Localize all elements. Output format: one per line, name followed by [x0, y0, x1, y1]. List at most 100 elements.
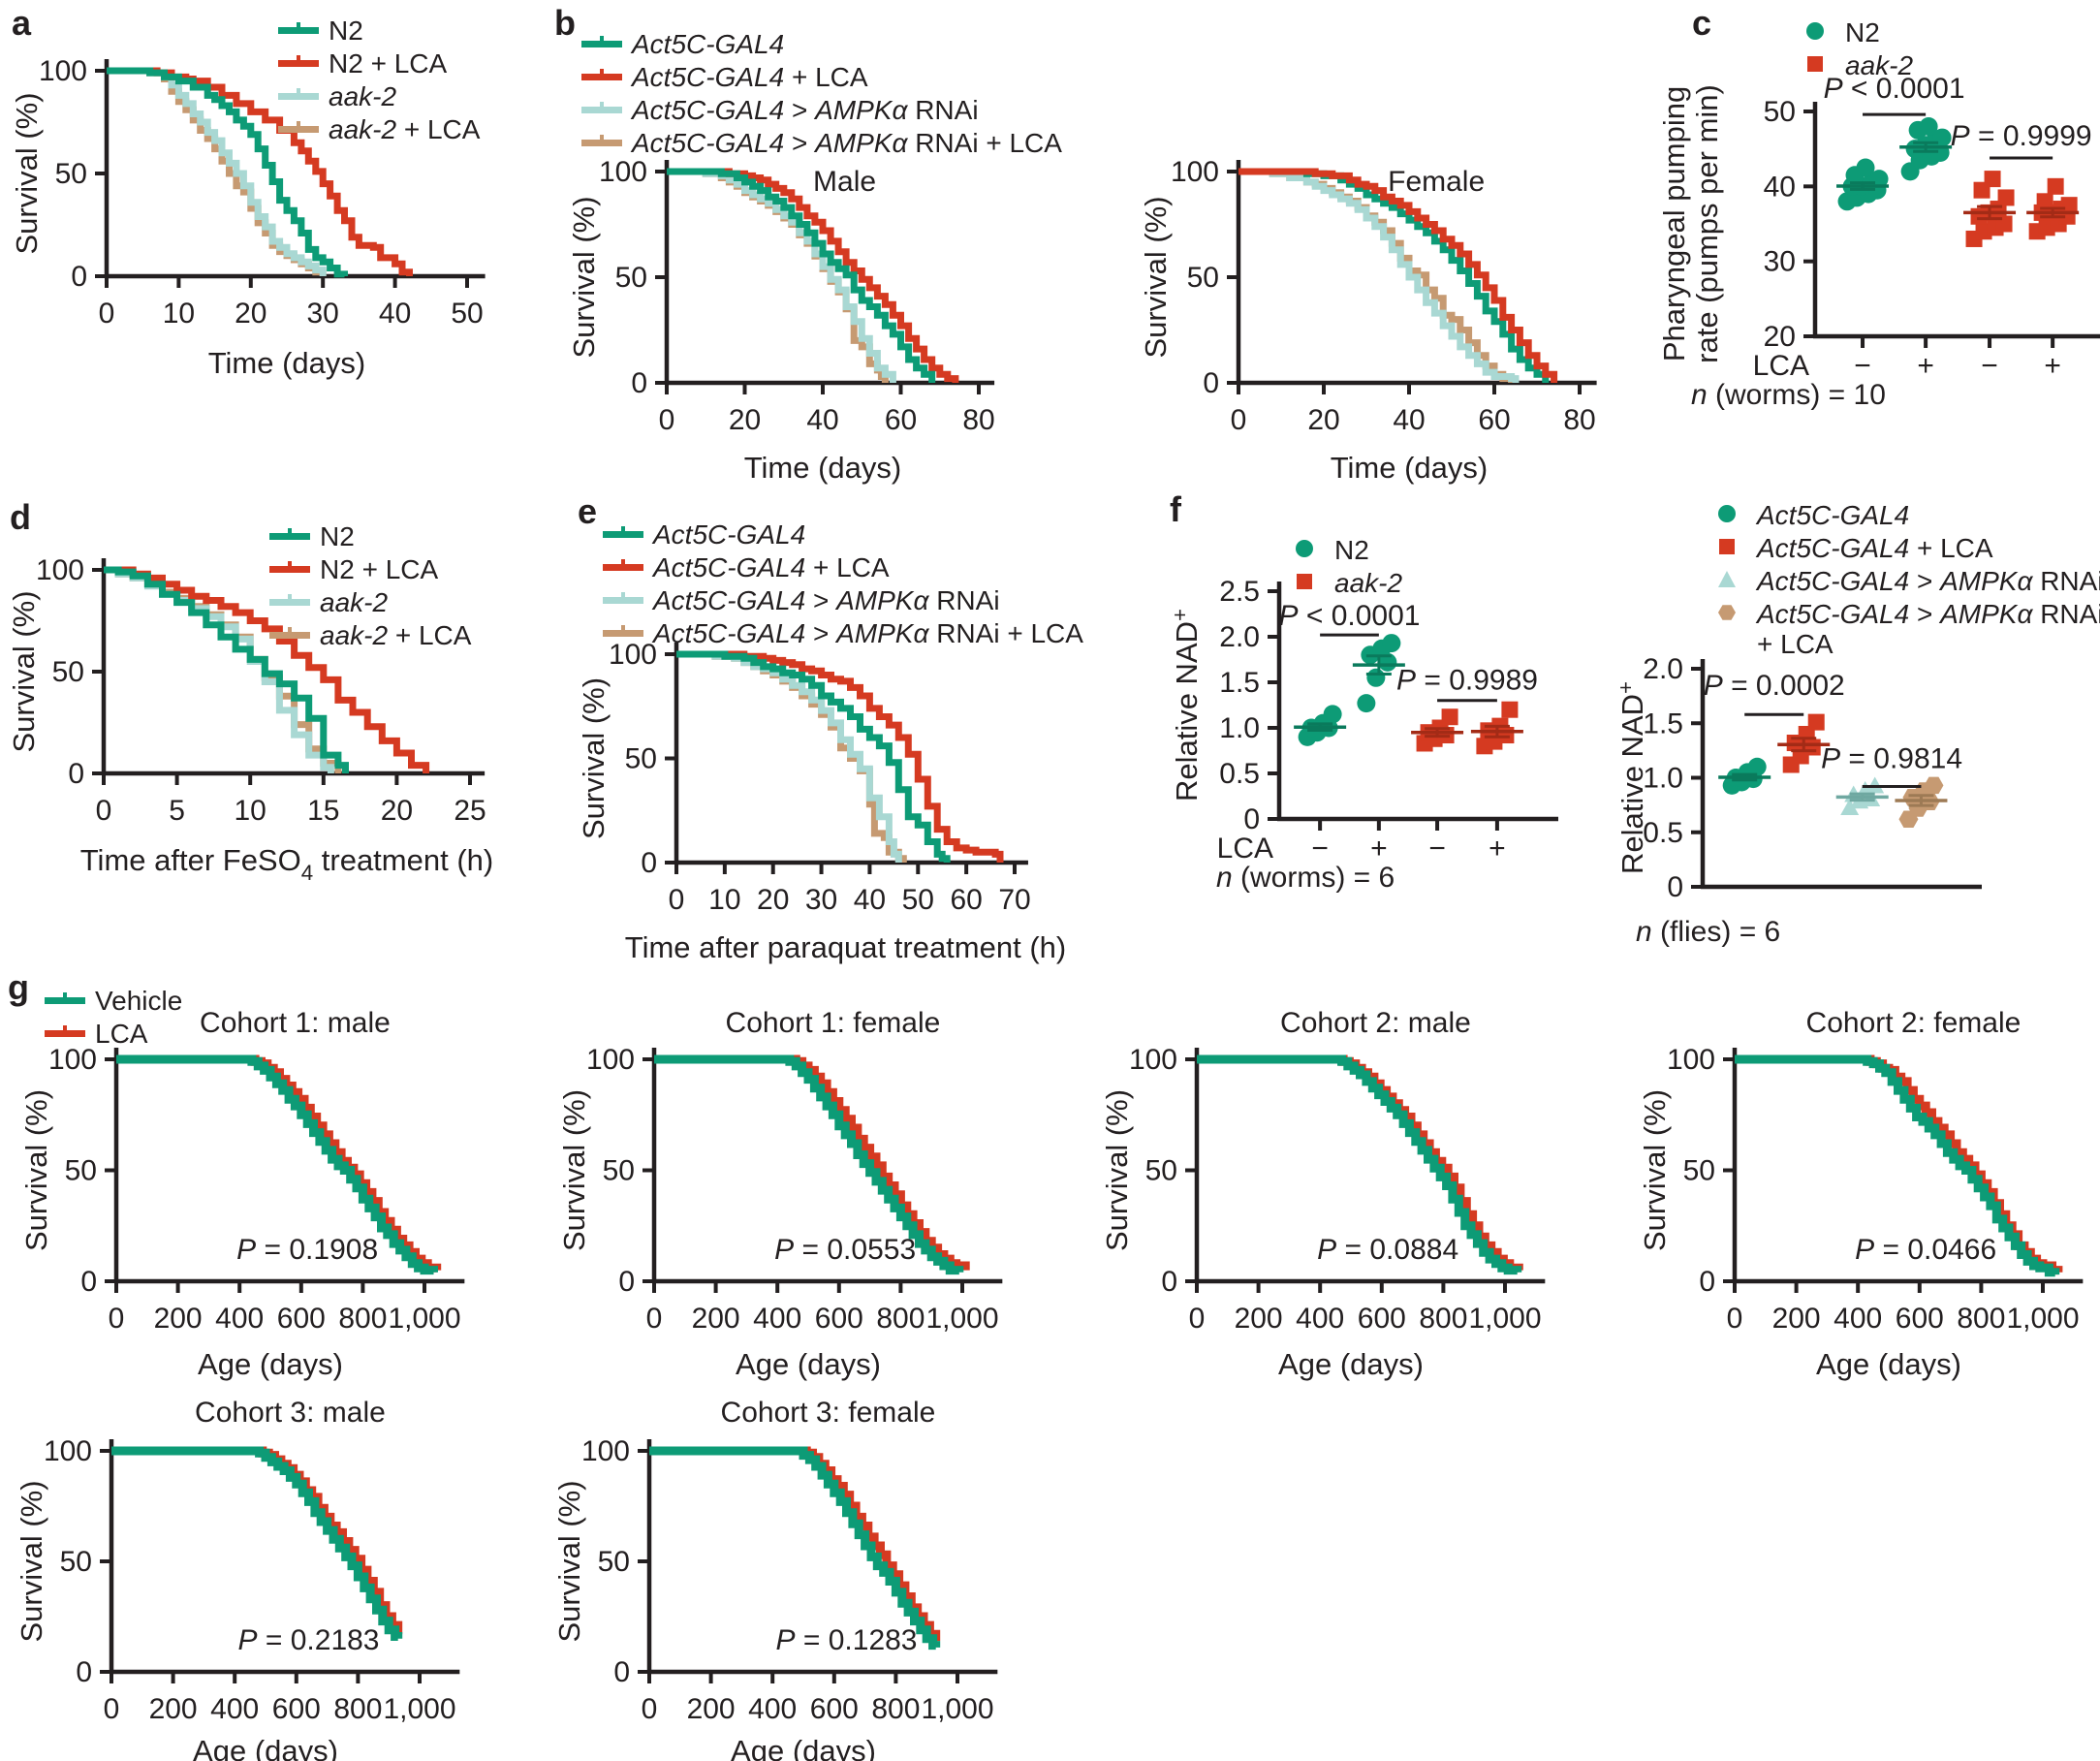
- legend-f-worms: N2 aak-2: [1284, 535, 1402, 598]
- y-axis-label: Survival (%): [19, 1089, 53, 1251]
- x-tick-label: 0: [104, 1693, 120, 1725]
- axes: 0 20 40 60 80 0 50 100: [1171, 156, 1597, 436]
- p-value-label: P < 0.0001: [1824, 73, 1965, 105]
- legend-item-label: Act5C-GAL4: [653, 519, 806, 550]
- x-tick-label: 0: [96, 795, 112, 827]
- series-green: [654, 1054, 964, 1275]
- y-tick-label: 100: [44, 1435, 92, 1467]
- plot-title: Cohort 1: male: [200, 1007, 391, 1039]
- lca-sign: +: [1917, 350, 1934, 382]
- survival-chart-cohort1-male: 0 200 400 600 800 1,000 0 50 100 Age (days) Surviv…: [19, 1007, 465, 1381]
- y-tick-label: 50: [603, 1155, 635, 1187]
- legend-item-label: aak-2 + LCA: [320, 620, 472, 650]
- legend-item: Act5C-GAL4 > AMPKα RNAi + LCA: [603, 618, 1083, 648]
- y-axis-label: Relative NAD+: [1614, 681, 1649, 874]
- y-tick-label: 0: [1699, 1266, 1715, 1298]
- x-tick-label: 1,000: [388, 1303, 460, 1335]
- y-tick-label: 0.5: [1219, 758, 1260, 790]
- line-swatch-icon: [603, 559, 643, 571]
- series-cyan: [1238, 168, 1520, 383]
- x-axis-label: Age (days): [736, 1347, 881, 1381]
- y-tick-label: 0: [631, 367, 647, 399]
- legend-item-label: Act5C-GAL4 + LCA: [653, 552, 890, 582]
- legend-item-label: LCA: [95, 1019, 148, 1049]
- legend-item: Vehicle: [45, 986, 182, 1016]
- x-tick-label: 10: [235, 795, 266, 827]
- y-tick-label: 100: [1171, 156, 1219, 188]
- series-red: [107, 67, 413, 276]
- axes: 0 200 400 600 800 1,000 0 50 100: [44, 1435, 460, 1725]
- line-swatch-icon: [603, 625, 643, 637]
- lca-sign: −: [1981, 350, 1998, 382]
- x-tick-label: 1,000: [383, 1693, 455, 1725]
- square-swatch-icon: [1297, 574, 1312, 589]
- x-tick-label: 50: [902, 884, 934, 916]
- legend-item-label: Vehicle: [95, 986, 183, 1016]
- panel-a-letter: a: [12, 3, 32, 43]
- x-tick-label: 60: [950, 884, 982, 916]
- x-tick-label: 50: [451, 298, 483, 330]
- legend-e: Act5C-GAL4 Act5C-GAL4 + LCA Act5C-GAL4 > A…: [603, 519, 1083, 648]
- scatter-group-0: [1836, 158, 1890, 211]
- x-tick-label: 800: [871, 1693, 920, 1725]
- scatter-chart-pumping: 20 30 40 50 Pharyngeal pumpingrate (pumps pe…: [1657, 73, 2100, 411]
- scatter-group-3: [1470, 701, 1523, 755]
- legend-item-label: N2: [1845, 17, 1880, 47]
- n-label: n (flies) = 6: [1636, 916, 1780, 948]
- legend-item: aak-2: [278, 81, 480, 111]
- x-tick-label: 800: [333, 1693, 382, 1725]
- legend-item-label: Act5C-GAL4 > AMPKα RNAi: [1757, 566, 2100, 596]
- x-tick-label: 400: [1296, 1303, 1344, 1335]
- x-tick-label: 40: [1393, 404, 1425, 436]
- series-red: [676, 650, 1004, 863]
- x-axis-label: Age (days): [193, 1734, 338, 1761]
- y-tick-label: 0: [76, 1656, 92, 1688]
- y-axis-label: Survival (%): [557, 1089, 591, 1251]
- legend-item-label: Act5C-GAL4: [632, 29, 785, 59]
- axes: 0 0.5 1.0 1.5 2.0: [1643, 653, 1982, 903]
- series-cyan: [107, 67, 327, 276]
- legend-item: aak-2: [1795, 50, 1913, 80]
- legend-item: aak-2 + LCA: [278, 114, 480, 144]
- x-tick-label: 400: [753, 1303, 801, 1335]
- x-tick-label: 600: [1358, 1303, 1406, 1335]
- x-tick-label: 80: [1563, 404, 1595, 436]
- x-tick-label: 0: [1189, 1303, 1206, 1335]
- legend-item: Act5C-GAL4 > AMPKα RNAi: [603, 585, 1083, 615]
- y-tick-label: 50: [1187, 262, 1219, 294]
- y-tick-label: 2.0: [1219, 621, 1260, 653]
- y-tick-label: 50: [52, 656, 84, 688]
- legend-item: Act5C-GAL4 > AMPKα RNAi + LCA: [581, 128, 1062, 158]
- legend-item: N2 + LCA: [278, 48, 480, 79]
- legend-item: N2: [1284, 535, 1402, 565]
- axes: 0 0.5 1.0 1.5 2.0 2.5: [1219, 576, 1558, 835]
- y-tick-label: 0: [1243, 803, 1260, 835]
- axes: 0 10 20 30 40 50 60 70 0 50 100: [609, 639, 1031, 916]
- series-green: [107, 67, 348, 278]
- x-axis-label: Time (days): [208, 346, 365, 380]
- line-swatch-icon: [45, 992, 85, 1004]
- legend-item-label: N2 + LCA: [320, 554, 439, 584]
- y-tick-label: 0: [71, 261, 87, 293]
- x-tick-label: 0: [1231, 404, 1247, 436]
- x-tick-label: 400: [215, 1303, 264, 1335]
- axes: 0 5 10 15 20 25 0 50 100: [36, 554, 486, 827]
- axes: 0 10 20 30 40 50 0 50 100: [39, 55, 486, 330]
- plot-title: Cohort 1: female: [726, 1007, 941, 1039]
- y-tick-label: 0: [1161, 1266, 1177, 1298]
- panel-d: d N2 N2 + LCA aak-2 aak-2 + LCA 0 5 10 15 20 25 0…: [0, 485, 538, 969]
- x-tick-label: 80: [962, 404, 994, 436]
- x-tick-label: 25: [454, 795, 486, 827]
- survival-chart-cohort3-female: 0 200 400 600 800 1,000 0 50 100 Age (days) Surviv…: [552, 1397, 998, 1761]
- panel-f: f N2 aak-2 0 0.5 1.0 1.5 2.0 2.5 Relative NAD+ P…: [1168, 485, 2100, 993]
- y-tick-label: 50: [615, 262, 647, 294]
- legend-item: Act5C-GAL4 + LCA: [1707, 533, 2100, 563]
- y-tick-label: 100: [1129, 1044, 1177, 1076]
- x-tick-label: 60: [885, 404, 917, 436]
- x-tick-label: 30: [805, 884, 837, 916]
- x-tick-label: 20: [729, 404, 761, 436]
- y-axis-label: Survival (%): [7, 590, 41, 752]
- panel-a: a N2 N2 + LCA aak-2 aak-2 + LCA 0 10 20 30 40 50…: [0, 0, 538, 485]
- y-tick-label: 1.5: [1643, 708, 1683, 739]
- plot-title: Cohort 3: female: [721, 1397, 936, 1429]
